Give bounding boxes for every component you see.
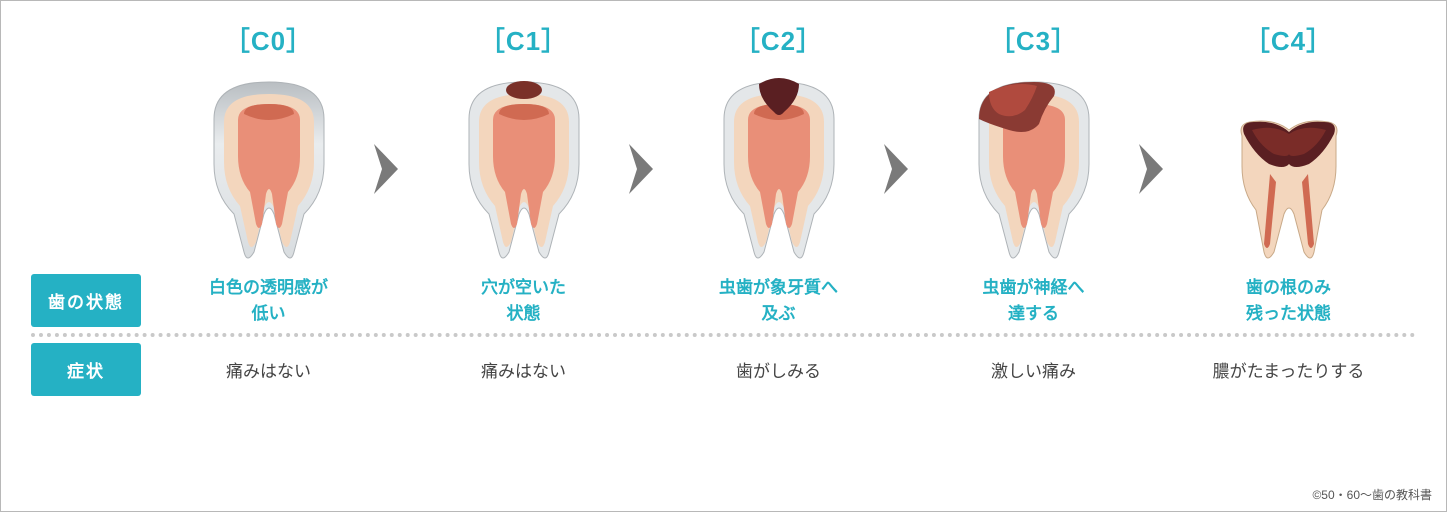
condition-text: 穴が空いた 状態 (396, 275, 651, 326)
stage-cell-c2: ［C2］ (651, 21, 906, 274)
stage-code: ［C1］ (396, 21, 651, 58)
tooth-icon (704, 74, 854, 264)
credit-text: ©50・60～歯の教科書 (1312, 486, 1432, 503)
tooth-c1 (396, 64, 651, 274)
tooth-icon (1214, 74, 1364, 264)
stage-cell-c1: ［C1］ (396, 21, 651, 274)
stage-row: ［C0］ ［ (31, 21, 1416, 274)
row-divider (31, 333, 1416, 337)
condition-text: 虫歯が象牙質へ 及ぶ (651, 275, 906, 326)
tooth-icon (194, 74, 344, 264)
stage-cell-c0: ［C0］ (141, 21, 396, 274)
tooth-c4 (1161, 64, 1416, 274)
symptom-text: 膿がたまったりする (1161, 357, 1416, 382)
condition-text: 歯の根のみ 残った状態 (1161, 275, 1416, 326)
arrow-icon (627, 142, 657, 196)
symptom-text: 痛みはない (396, 357, 651, 382)
tooth-c2 (651, 64, 906, 274)
arrow-icon (1137, 142, 1167, 196)
tooth-c3 (906, 64, 1161, 274)
stage-code: ［C4］ (1161, 21, 1416, 58)
row-label-condition: 歯の状態 (31, 274, 141, 327)
stage-code: ［C2］ (651, 21, 906, 58)
symptom-text: 痛みはない (141, 357, 396, 382)
stage-code: ［C3］ (906, 21, 1161, 58)
tooth-c0 (141, 64, 396, 274)
condition-text: 白色の透明感が 低い (141, 275, 396, 326)
stage-cell-c4: ［C4］ (1161, 21, 1416, 274)
diagram-frame: ［C0］ ［ (0, 0, 1447, 512)
row-label-symptom: 症状 (31, 343, 141, 396)
tooth-icon (959, 74, 1109, 264)
arrow-icon (372, 142, 402, 196)
condition-text: 虫歯が神経へ 達する (906, 275, 1161, 326)
tooth-icon (449, 74, 599, 264)
symptom-text: 歯がしみる (651, 357, 906, 382)
stage-cell-c3: ［C3］ (906, 21, 1161, 274)
symptom-text: 激しい痛み (906, 357, 1161, 382)
condition-row: 歯の状態 白色の透明感が 低い 穴が空いた 状態 虫歯が象牙質へ 及ぶ 虫歯が神… (31, 274, 1416, 327)
arrow-icon (882, 142, 912, 196)
symptom-row: 症状 痛みはない 痛みはない 歯がしみる 激しい痛み 膿がたまったりする (31, 343, 1416, 396)
stage-code: ［C0］ (141, 21, 396, 58)
